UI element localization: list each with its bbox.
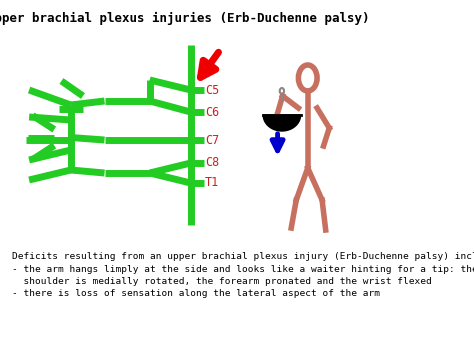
Text: - there is loss of sensation along the lateral aspect of the arm: - there is loss of sensation along the l…: [12, 290, 380, 298]
Text: Deficits resulting from an upper brachial plexus injury (Erb-Duchenne palsy) inc: Deficits resulting from an upper brachia…: [12, 252, 474, 261]
FancyArrowPatch shape: [272, 134, 283, 151]
Text: C8: C8: [205, 157, 219, 169]
Text: C7: C7: [205, 133, 219, 147]
Polygon shape: [263, 115, 301, 131]
Text: C6: C6: [205, 105, 219, 119]
Text: T1: T1: [205, 177, 219, 190]
FancyArrowPatch shape: [201, 52, 219, 77]
Text: Upper brachial plexus injuries (Erb-Duchenne palsy): Upper brachial plexus injuries (Erb-Duch…: [0, 12, 369, 25]
Text: C5: C5: [205, 84, 219, 97]
Text: shoulder is medially rotated, the forearm pronated and the wrist flexed: shoulder is medially rotated, the forear…: [12, 277, 432, 286]
Text: - the arm hangs limply at the side and looks like a waiter hinting for a tip: th: - the arm hangs limply at the side and l…: [12, 265, 474, 273]
